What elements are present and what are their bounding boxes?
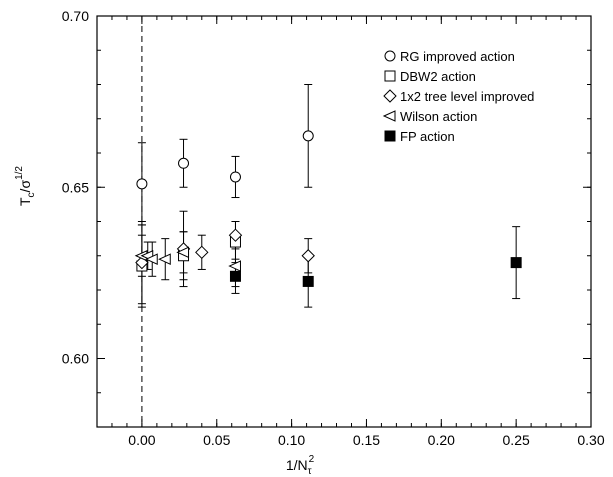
y-axis-title-main: T <box>17 197 33 206</box>
point-1x2-tree-level-improved <box>301 249 315 263</box>
point-rg-improved-action <box>302 130 314 142</box>
point-wilson-action <box>145 253 158 265</box>
legend-label-wilson-action: Wilson action <box>400 109 477 124</box>
x-tick-label: 0.00 <box>128 432 155 448</box>
legend-marker-fp-action <box>384 130 396 142</box>
legend-label-dbw2-action: DBW2 action <box>400 69 476 84</box>
legend-marker-rg-improved-action <box>384 50 396 62</box>
data-markers <box>134 130 522 287</box>
x-tick-label: 0.15 <box>353 432 380 448</box>
legend-marker-1x2-tree-level-improved <box>383 89 397 103</box>
plot-frame <box>96 15 592 428</box>
legend-marker-dbw2-action <box>384 70 396 82</box>
y-axis-title-mid: /σ <box>17 180 33 193</box>
legend-item-rg-improved-action: RG improved action <box>384 49 515 64</box>
x-tick-label: 0.10 <box>278 432 305 448</box>
y-tick-labels: 0.60 0.65 0.70 <box>62 8 89 367</box>
y-axis-title-sup: 1/2 <box>14 166 25 180</box>
legend: RG improved action DBW2 action 1x2 tree le… <box>382 49 534 144</box>
point-fp-action <box>510 257 522 269</box>
x-axis-title: 1/Nτ2 <box>286 454 315 477</box>
y-tick-label: 0.60 <box>62 351 89 367</box>
point-1x2-tree-level-improved <box>195 245 209 260</box>
x-tick-label: 0.30 <box>577 432 604 448</box>
point-1x2-tree-level-improved <box>228 228 243 242</box>
legend-label-rg-improved-action: RG improved action <box>400 49 515 64</box>
point-fp-action <box>302 275 314 287</box>
point-wilson-action <box>228 260 241 272</box>
x-axis-title-sup: 2 <box>309 454 315 465</box>
y-axis-title-sub: c <box>26 192 37 197</box>
point-rg-improved-action <box>178 157 190 169</box>
legend-item-dbw2-action: DBW2 action <box>384 69 476 84</box>
legend-item-1x2-tree-level-improved: 1x2 tree level improved <box>383 89 534 104</box>
legend-item-wilson-action: Wilson action <box>382 109 477 124</box>
x-tick-labels: 0.00 0.05 0.10 0.15 0.20 0.25 0.30 <box>128 432 605 448</box>
point-fp-action <box>229 270 241 282</box>
x-axis-title-sub: τ <box>308 466 312 477</box>
legend-label-1x2-tree-level-improved: 1x2 tree level improved <box>400 89 534 104</box>
point-wilson-action <box>176 246 190 259</box>
x-axis-title-main: 1/N <box>286 457 308 473</box>
legend-marker-wilson-action <box>382 110 396 122</box>
x-tick-label: 0.05 <box>203 432 230 448</box>
x-tick-label: 0.25 <box>503 432 530 448</box>
legend-label-fp-action: FP action <box>400 129 455 144</box>
point-rg-improved-action <box>229 171 241 183</box>
x-tick-label: 0.20 <box>428 432 455 448</box>
legend-item-fp-action: FP action <box>384 129 455 144</box>
legend-items: RG improved action DBW2 action 1x2 tree le… <box>382 49 534 144</box>
y-tick-label: 0.70 <box>62 8 89 24</box>
point-rg-improved-action <box>136 178 148 190</box>
y-axis-title: Tc/σ1/2 <box>14 166 37 206</box>
point-wilson-action <box>158 253 171 265</box>
y-tick-label: 0.65 <box>62 179 89 195</box>
